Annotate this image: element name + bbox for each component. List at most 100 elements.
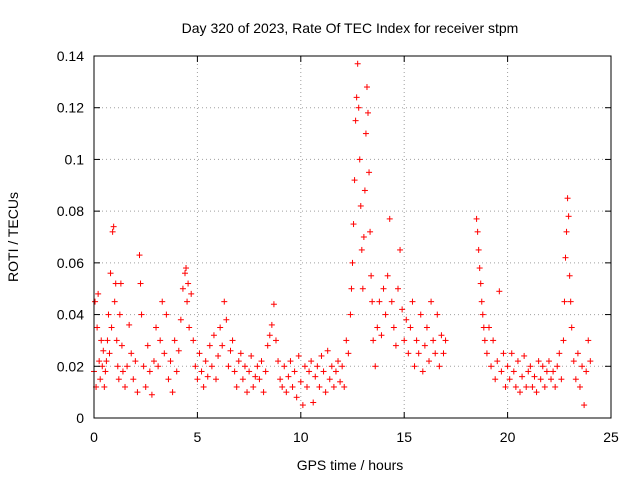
data-point <box>564 195 571 202</box>
data-point <box>512 383 519 390</box>
data-point <box>572 376 579 383</box>
y-tick-label: 0.02 <box>57 358 84 374</box>
data-point <box>378 332 385 339</box>
data-point <box>200 383 207 390</box>
data-point <box>102 368 109 375</box>
data-point <box>355 104 362 111</box>
chart-title: Day 320 of 2023, Rate Of TEC Index for r… <box>182 20 519 36</box>
data-point <box>204 373 211 380</box>
data-point <box>215 352 222 359</box>
data-point <box>490 337 497 344</box>
data-point <box>366 169 373 176</box>
data-point <box>118 342 125 349</box>
data-point <box>258 358 265 365</box>
data-point <box>527 363 534 370</box>
data-point <box>256 376 263 383</box>
data-point <box>192 363 199 370</box>
data-point <box>357 202 364 209</box>
data-point <box>252 373 259 380</box>
y-tick-label: 0.08 <box>57 203 84 219</box>
x-tick-label: 10 <box>293 429 309 445</box>
data-point <box>583 368 590 375</box>
data-point <box>475 246 482 253</box>
x-tick-label: 5 <box>194 429 202 445</box>
data-point <box>498 368 505 375</box>
data-point <box>100 347 107 354</box>
data-point <box>432 350 439 357</box>
data-point <box>514 358 521 365</box>
data-point <box>481 337 488 344</box>
data-point <box>140 363 147 370</box>
grid-lines <box>93 55 612 419</box>
data-point <box>92 298 99 305</box>
data-point <box>576 383 583 390</box>
data-point <box>492 376 499 383</box>
data-point <box>97 376 104 383</box>
data-point <box>310 399 317 406</box>
data-point <box>339 363 346 370</box>
data-point <box>548 376 555 383</box>
data-point <box>566 272 573 279</box>
data-point <box>270 301 277 308</box>
data-point <box>171 337 178 344</box>
data-point <box>134 389 141 396</box>
data-point <box>370 337 377 344</box>
data-point <box>324 347 331 354</box>
data-point <box>132 358 139 365</box>
data-point <box>190 337 197 344</box>
data-point <box>314 363 321 370</box>
data-point <box>159 298 166 305</box>
data-point <box>229 337 236 344</box>
data-point <box>188 290 195 297</box>
data-point <box>144 342 151 349</box>
data-point <box>529 383 536 390</box>
data-point <box>423 324 430 331</box>
data-point <box>217 324 224 331</box>
data-point <box>177 316 184 323</box>
data-point <box>239 376 246 383</box>
data-point <box>558 376 565 383</box>
y-tick-label: 0.04 <box>57 307 84 323</box>
data-point <box>407 324 414 331</box>
data-point <box>565 213 572 220</box>
data-point <box>434 311 441 318</box>
data-point <box>525 368 532 375</box>
data-point <box>210 332 217 339</box>
data-point <box>223 316 230 323</box>
data-point <box>508 350 515 357</box>
data-point <box>279 383 286 390</box>
data-point <box>318 352 325 359</box>
data-point <box>360 234 367 240</box>
x-axis-label: GPS time / hours <box>297 457 404 473</box>
data-point <box>494 358 501 365</box>
data-point <box>380 285 387 292</box>
data-point <box>409 298 416 305</box>
data-point <box>351 177 358 184</box>
data-point <box>421 342 428 349</box>
data-point <box>556 350 563 357</box>
data-point <box>119 368 126 375</box>
x-tick-label: 25 <box>603 429 619 445</box>
data-point <box>372 363 379 370</box>
y-tick-label: 0 <box>76 410 84 426</box>
data-point <box>413 337 420 344</box>
data-point <box>227 347 234 354</box>
data-point <box>175 347 182 354</box>
data-point <box>579 363 586 370</box>
data-point <box>260 389 267 396</box>
data-point <box>426 358 433 365</box>
data-point <box>208 363 215 370</box>
data-point <box>185 280 192 287</box>
data-point <box>376 298 383 305</box>
data-point <box>287 358 294 365</box>
data-point <box>365 109 372 116</box>
data-point <box>517 389 524 396</box>
data-point <box>272 337 279 344</box>
data-point <box>550 368 557 375</box>
data-point <box>369 298 376 305</box>
data-point <box>163 311 170 318</box>
data-point <box>136 252 143 259</box>
y-axis: 0 0.02 0.04 0.06 0.08 0.1 0.12 0.14 <box>57 48 611 426</box>
data-point <box>237 350 244 357</box>
data-point <box>392 342 399 349</box>
